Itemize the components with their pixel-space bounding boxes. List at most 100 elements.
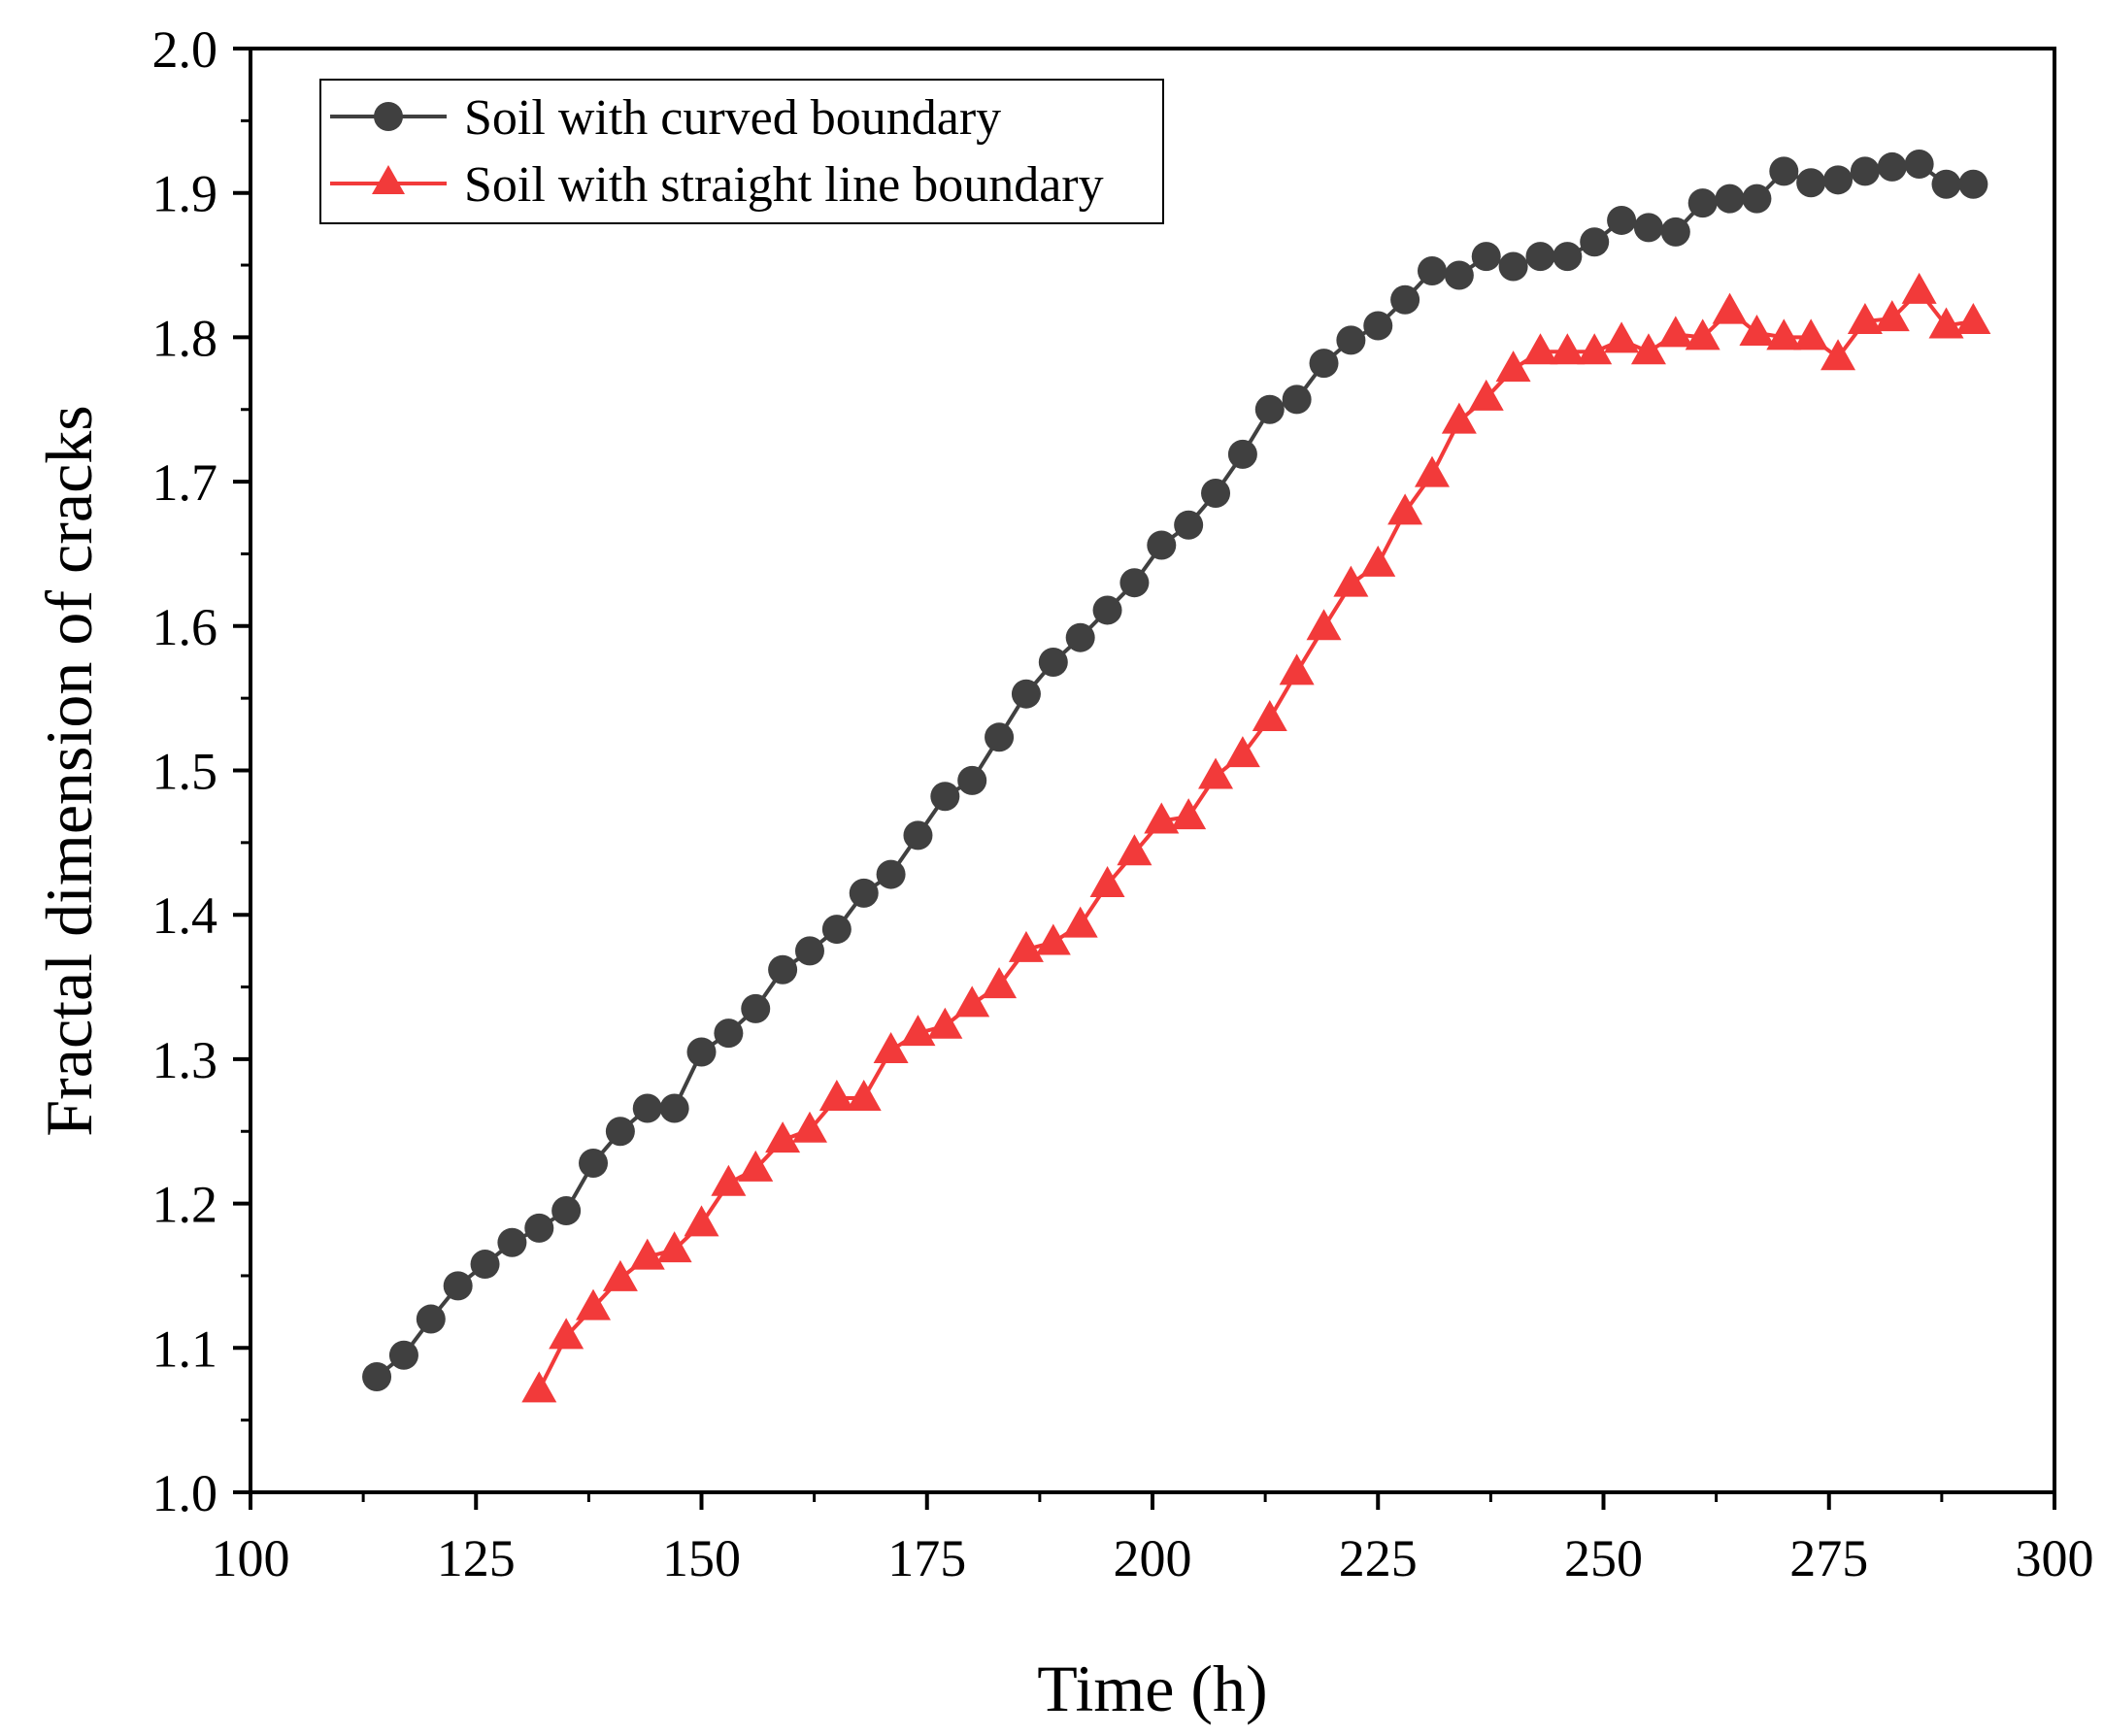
- data-point: [1715, 184, 1745, 214]
- y-tick-label-2.0: 2.0: [152, 20, 218, 79]
- data-point: [1850, 156, 1880, 186]
- data-point: [1414, 455, 1450, 487]
- data-point: [873, 1031, 909, 1063]
- data-point: [1877, 151, 1907, 182]
- data-point: [686, 1037, 717, 1067]
- data-point: [1363, 311, 1393, 341]
- series-layer: [362, 149, 1991, 1403]
- data-point: [1360, 545, 1396, 577]
- data-point: [1201, 478, 1231, 508]
- y-tick-label-1.8: 1.8: [152, 309, 218, 367]
- data-point: [1387, 493, 1423, 525]
- data-point: [846, 1080, 882, 1112]
- y-tick-label-1.0: 1.0: [152, 1464, 218, 1522]
- data-point: [1279, 653, 1315, 685]
- data-point: [1742, 184, 1772, 214]
- data-point: [1522, 333, 1558, 365]
- data-point: [1224, 736, 1260, 768]
- data-point: [1092, 595, 1122, 625]
- data-point: [443, 1271, 473, 1301]
- data-point: [1712, 292, 1748, 324]
- data-point: [1823, 165, 1854, 195]
- data-point: [1766, 318, 1802, 351]
- data-point: [738, 1150, 774, 1182]
- data-point: [982, 967, 1018, 999]
- y-tick-label-1.2: 1.2: [152, 1176, 218, 1234]
- data-point: [1928, 307, 1964, 339]
- data-point: [1471, 242, 1501, 272]
- x-tick-label-100: 100: [212, 1529, 290, 1587]
- data-point: [1008, 930, 1044, 962]
- data-point: [1147, 530, 1177, 560]
- data-point: [1577, 333, 1613, 365]
- data-point: [1685, 318, 1720, 351]
- data-point: [1904, 149, 1934, 179]
- data-point: [1390, 284, 1420, 315]
- data-point: [1901, 272, 1937, 304]
- data-point: [579, 1148, 609, 1178]
- legend-marker-curved: [374, 102, 403, 131]
- data-point: [1847, 303, 1883, 335]
- data-point: [765, 1121, 801, 1153]
- data-point: [1604, 321, 1640, 353]
- x-tick-label-300: 300: [2016, 1529, 2094, 1587]
- plot-frame: [249, 47, 2056, 1494]
- data-point: [1468, 379, 1504, 411]
- data-point: [791, 1111, 827, 1143]
- y-tick-label-1.5: 1.5: [152, 743, 218, 801]
- legend-label-straight: Soil with straight line boundary: [464, 157, 1104, 213]
- y-axis-title: Fractal dimension of cracks: [32, 405, 106, 1136]
- data-point: [1038, 647, 1068, 677]
- legend-marker-straight: [372, 165, 405, 194]
- series-line-0: [375, 161, 1974, 1379]
- data-point: [1630, 333, 1666, 365]
- data-point: [1607, 205, 1637, 235]
- data-point: [1119, 568, 1150, 598]
- series-0: [362, 149, 1988, 1392]
- data-point: [1525, 242, 1555, 272]
- data-point: [741, 993, 771, 1023]
- data-point: [1252, 699, 1287, 731]
- x-tick-label-275: 275: [1789, 1529, 1868, 1587]
- data-point: [1309, 349, 1339, 379]
- data-point: [927, 1007, 963, 1039]
- data-point: [930, 782, 960, 812]
- data-point: [1198, 757, 1234, 789]
- data-point: [1793, 318, 1829, 351]
- x-tick-label-225: 225: [1339, 1529, 1418, 1587]
- data-point: [659, 1093, 689, 1123]
- data-point: [1227, 439, 1257, 469]
- data-point: [1955, 303, 1991, 335]
- y-tick-label-1.7: 1.7: [152, 453, 218, 512]
- data-point: [632, 1093, 662, 1123]
- data-point: [549, 1318, 584, 1350]
- data-point: [1282, 384, 1312, 415]
- data-point: [1874, 300, 1910, 332]
- data-point: [1553, 242, 1583, 272]
- data-point: [900, 1015, 936, 1047]
- data-point: [876, 859, 906, 889]
- data-point: [1633, 213, 1663, 243]
- data-point: [684, 1205, 719, 1237]
- data-point: [1035, 923, 1071, 955]
- data-point: [1117, 834, 1152, 866]
- data-point: [957, 765, 987, 795]
- x-tick-label-125: 125: [437, 1529, 516, 1587]
- data-point: [1660, 217, 1690, 247]
- data-point: [1931, 169, 1961, 199]
- data-point: [1306, 609, 1342, 641]
- data-point: [1062, 906, 1098, 938]
- data-point: [416, 1304, 446, 1334]
- data-point: [1174, 510, 1204, 540]
- data-point: [985, 722, 1015, 752]
- data-point: [849, 878, 879, 908]
- data-point: [470, 1250, 500, 1280]
- data-point: [818, 1080, 854, 1112]
- data-point: [1687, 188, 1718, 218]
- y-tick-label-1.4: 1.4: [152, 886, 218, 945]
- data-point: [1089, 865, 1125, 897]
- data-point: [1444, 260, 1474, 290]
- y-tick-label-1.6: 1.6: [152, 598, 218, 656]
- data-point: [1958, 169, 1988, 199]
